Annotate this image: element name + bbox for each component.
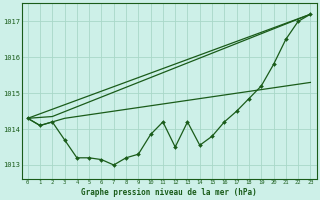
X-axis label: Graphe pression niveau de la mer (hPa): Graphe pression niveau de la mer (hPa)	[81, 188, 257, 197]
